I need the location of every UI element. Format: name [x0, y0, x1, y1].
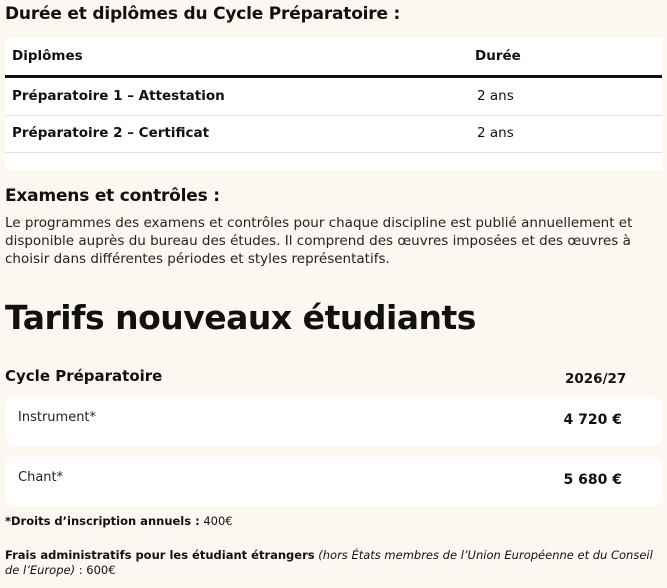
tarif-card-chant: Chant* 5 680 €	[5, 456, 662, 506]
diploma-duration: 2 ans	[477, 88, 514, 104]
diplomas-table: Diplômes Durée Préparatoire 1 – Attestat…	[5, 38, 662, 170]
note-value: 400€	[199, 514, 233, 528]
diploma-name: Préparatoire 2 – Certificat	[12, 125, 210, 141]
duration-section-title: Durée et diplômes du Cycle Préparatoire …	[5, 4, 401, 24]
table-header: Diplômes Durée	[5, 38, 662, 78]
table-row: Préparatoire 2 – Certificat 2 ans	[5, 115, 662, 153]
tarif-price: 4 720 €	[563, 412, 622, 428]
exams-description: Le programmes des examens et contrôles p…	[5, 215, 633, 267]
tarifs-title: Tarifs nouveaux étudiants	[5, 298, 476, 337]
tarif-label: Chant*	[18, 470, 64, 485]
year-label: 2026/27	[565, 371, 627, 387]
note-value: : 600€	[75, 563, 116, 577]
admin-fee-note: Frais administratifs pour les étudiant é…	[5, 548, 660, 578]
cycle-label: Cycle Préparatoire	[5, 367, 163, 385]
header-duree: Durée	[475, 48, 521, 64]
tarif-label: Instrument*	[18, 410, 97, 425]
header-diplomes: Diplômes	[12, 48, 83, 64]
tarif-price: 5 680 €	[563, 472, 622, 488]
note-detail: (hors États membres de l’Union Européenn…	[5, 548, 653, 577]
diploma-duration: 2 ans	[477, 125, 514, 141]
registration-fee-note: *Droits d’inscription annuels : 400€	[5, 514, 660, 529]
tarif-card-instrument: Instrument* 4 720 €	[5, 396, 662, 446]
note-label: Frais administratifs pour les étudiant é…	[5, 548, 315, 562]
table-row: Préparatoire 1 – Attestation 2 ans	[5, 78, 662, 116]
exams-section-title: Examens et contrôles :	[5, 186, 220, 206]
note-label: *Droits d’inscription annuels :	[5, 514, 200, 528]
diploma-name: Préparatoire 1 – Attestation	[12, 88, 225, 104]
